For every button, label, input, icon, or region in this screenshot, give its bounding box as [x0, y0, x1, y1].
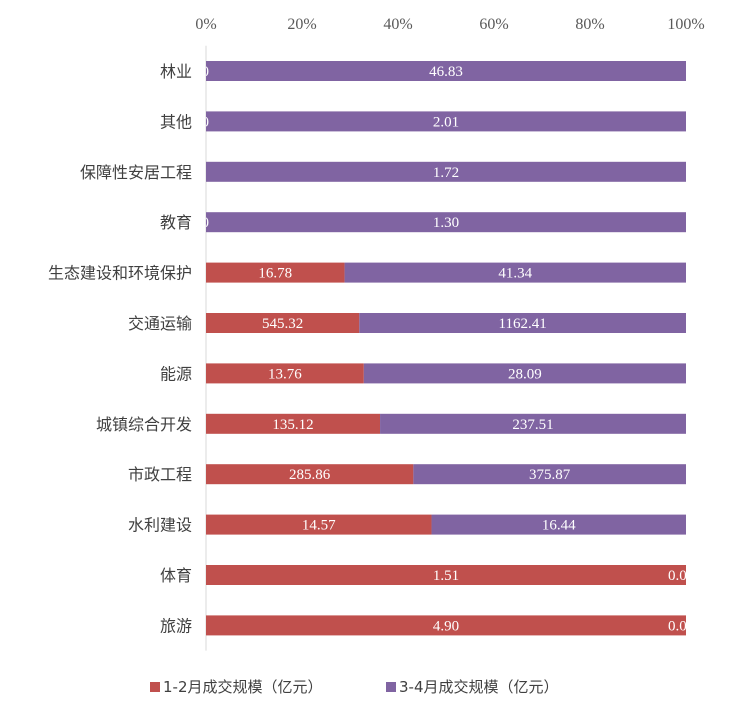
bar-segment-series-2	[206, 61, 686, 81]
bar-segment-series-1	[206, 514, 432, 535]
bar-segment-series-1	[206, 565, 686, 585]
data-label-series-1: 135.12	[272, 417, 313, 433]
data-label-series-2: 237.51	[512, 417, 553, 433]
bar-segment-series-2	[206, 161, 686, 182]
data-label-series-2: 1.72	[433, 165, 459, 181]
bar-segment-series-2	[206, 111, 686, 132]
category-label: 教育	[160, 213, 192, 232]
data-label-series-2: 16.44	[542, 518, 576, 534]
data-label-series-2: 46.83	[429, 64, 463, 80]
data-label-series-1: 00	[194, 64, 209, 80]
legend-swatch-series-1	[150, 682, 160, 692]
data-label-series-1: 16.78	[258, 266, 292, 282]
data-label-series-1: 14.57	[302, 518, 336, 534]
bar-segment-series-2	[359, 313, 686, 333]
data-label-series-2: 2.01	[433, 114, 459, 130]
category-label: 交通运输	[128, 314, 192, 333]
bar-segment-series-1	[206, 363, 364, 384]
bar-segment-series-1	[206, 313, 360, 333]
x-tick-label: 100%	[667, 16, 704, 33]
legend: 1-2月成交规模（亿元） 3-4月成交规模（亿元）	[150, 678, 559, 696]
data-label-series-1: 13.76	[268, 366, 302, 382]
data-label-series-2: 0.0	[668, 618, 687, 634]
x-tick-label: 60%	[479, 16, 508, 33]
x-tick-label: 80%	[575, 16, 604, 33]
x-tick-label: 20%	[287, 16, 316, 33]
data-label-series-2: 1.30	[433, 215, 459, 231]
category-label: 水利建设	[128, 516, 192, 535]
bar-segment-series-1	[206, 262, 345, 283]
data-label-series-1: 00	[194, 215, 209, 231]
legend-label-series-2: 3-4月成交规模（亿元）	[399, 678, 559, 696]
x-tick-label: 0%	[195, 16, 216, 33]
category-label: 体育	[160, 566, 192, 585]
data-label-series-2: 41.34	[498, 266, 532, 282]
data-label-series-2: 375.87	[529, 467, 571, 483]
data-label-series-2: 28.09	[508, 366, 542, 382]
bar-segment-series-2	[431, 514, 686, 535]
data-label-series-1: 285.86	[289, 467, 331, 483]
category-label: 能源	[160, 364, 192, 383]
x-tick-label: 40%	[383, 16, 412, 33]
data-label-series-1: 4.90	[433, 618, 459, 634]
category-label: 保障性安居工程	[80, 163, 192, 182]
bar-segment-series-2	[413, 464, 686, 485]
bar-segment-series-2	[363, 363, 686, 384]
bar-segment-series-1	[206, 413, 381, 434]
category-label: 旅游	[160, 616, 192, 635]
category-label: 其他	[160, 112, 192, 131]
category-label: 林业	[160, 62, 192, 81]
legend-swatch-series-2	[386, 682, 396, 692]
data-labels: 00 46.83 00 2.01 0 1.72 00 1.30 16.78 41.34 545.32…	[194, 64, 687, 634]
category-labels: 林业其他保障性安居工程教育生态建设和环境保护交通运输能源城镇综合开发市政工程水利…	[48, 62, 192, 635]
category-label: 生态建设和环境保护	[48, 264, 192, 283]
category-label: 市政工程	[128, 465, 192, 484]
bar-segment-series-1	[206, 615, 686, 636]
category-label: 城镇综合开发	[96, 415, 192, 434]
bar-segment-series-2	[380, 413, 686, 434]
data-label-series-1: 545.32	[262, 316, 303, 332]
x-axis-ticks: 0% 20% 40% 60% 80% 100%	[195, 16, 704, 33]
bar-segment-series-2	[206, 212, 686, 233]
data-label-series-2: 1162.41	[499, 316, 547, 332]
data-label-series-1: 00	[194, 114, 209, 130]
bar-segment-series-2	[344, 262, 686, 283]
legend-label-series-1: 1-2月成交规模（亿元）	[163, 678, 323, 696]
data-label-series-1: 0	[194, 165, 202, 181]
data-label-series-1: 1.51	[433, 568, 459, 584]
bar-segment-series-1	[206, 464, 414, 485]
bar-segments	[206, 61, 686, 636]
data-label-series-2: 0.0	[668, 568, 687, 584]
